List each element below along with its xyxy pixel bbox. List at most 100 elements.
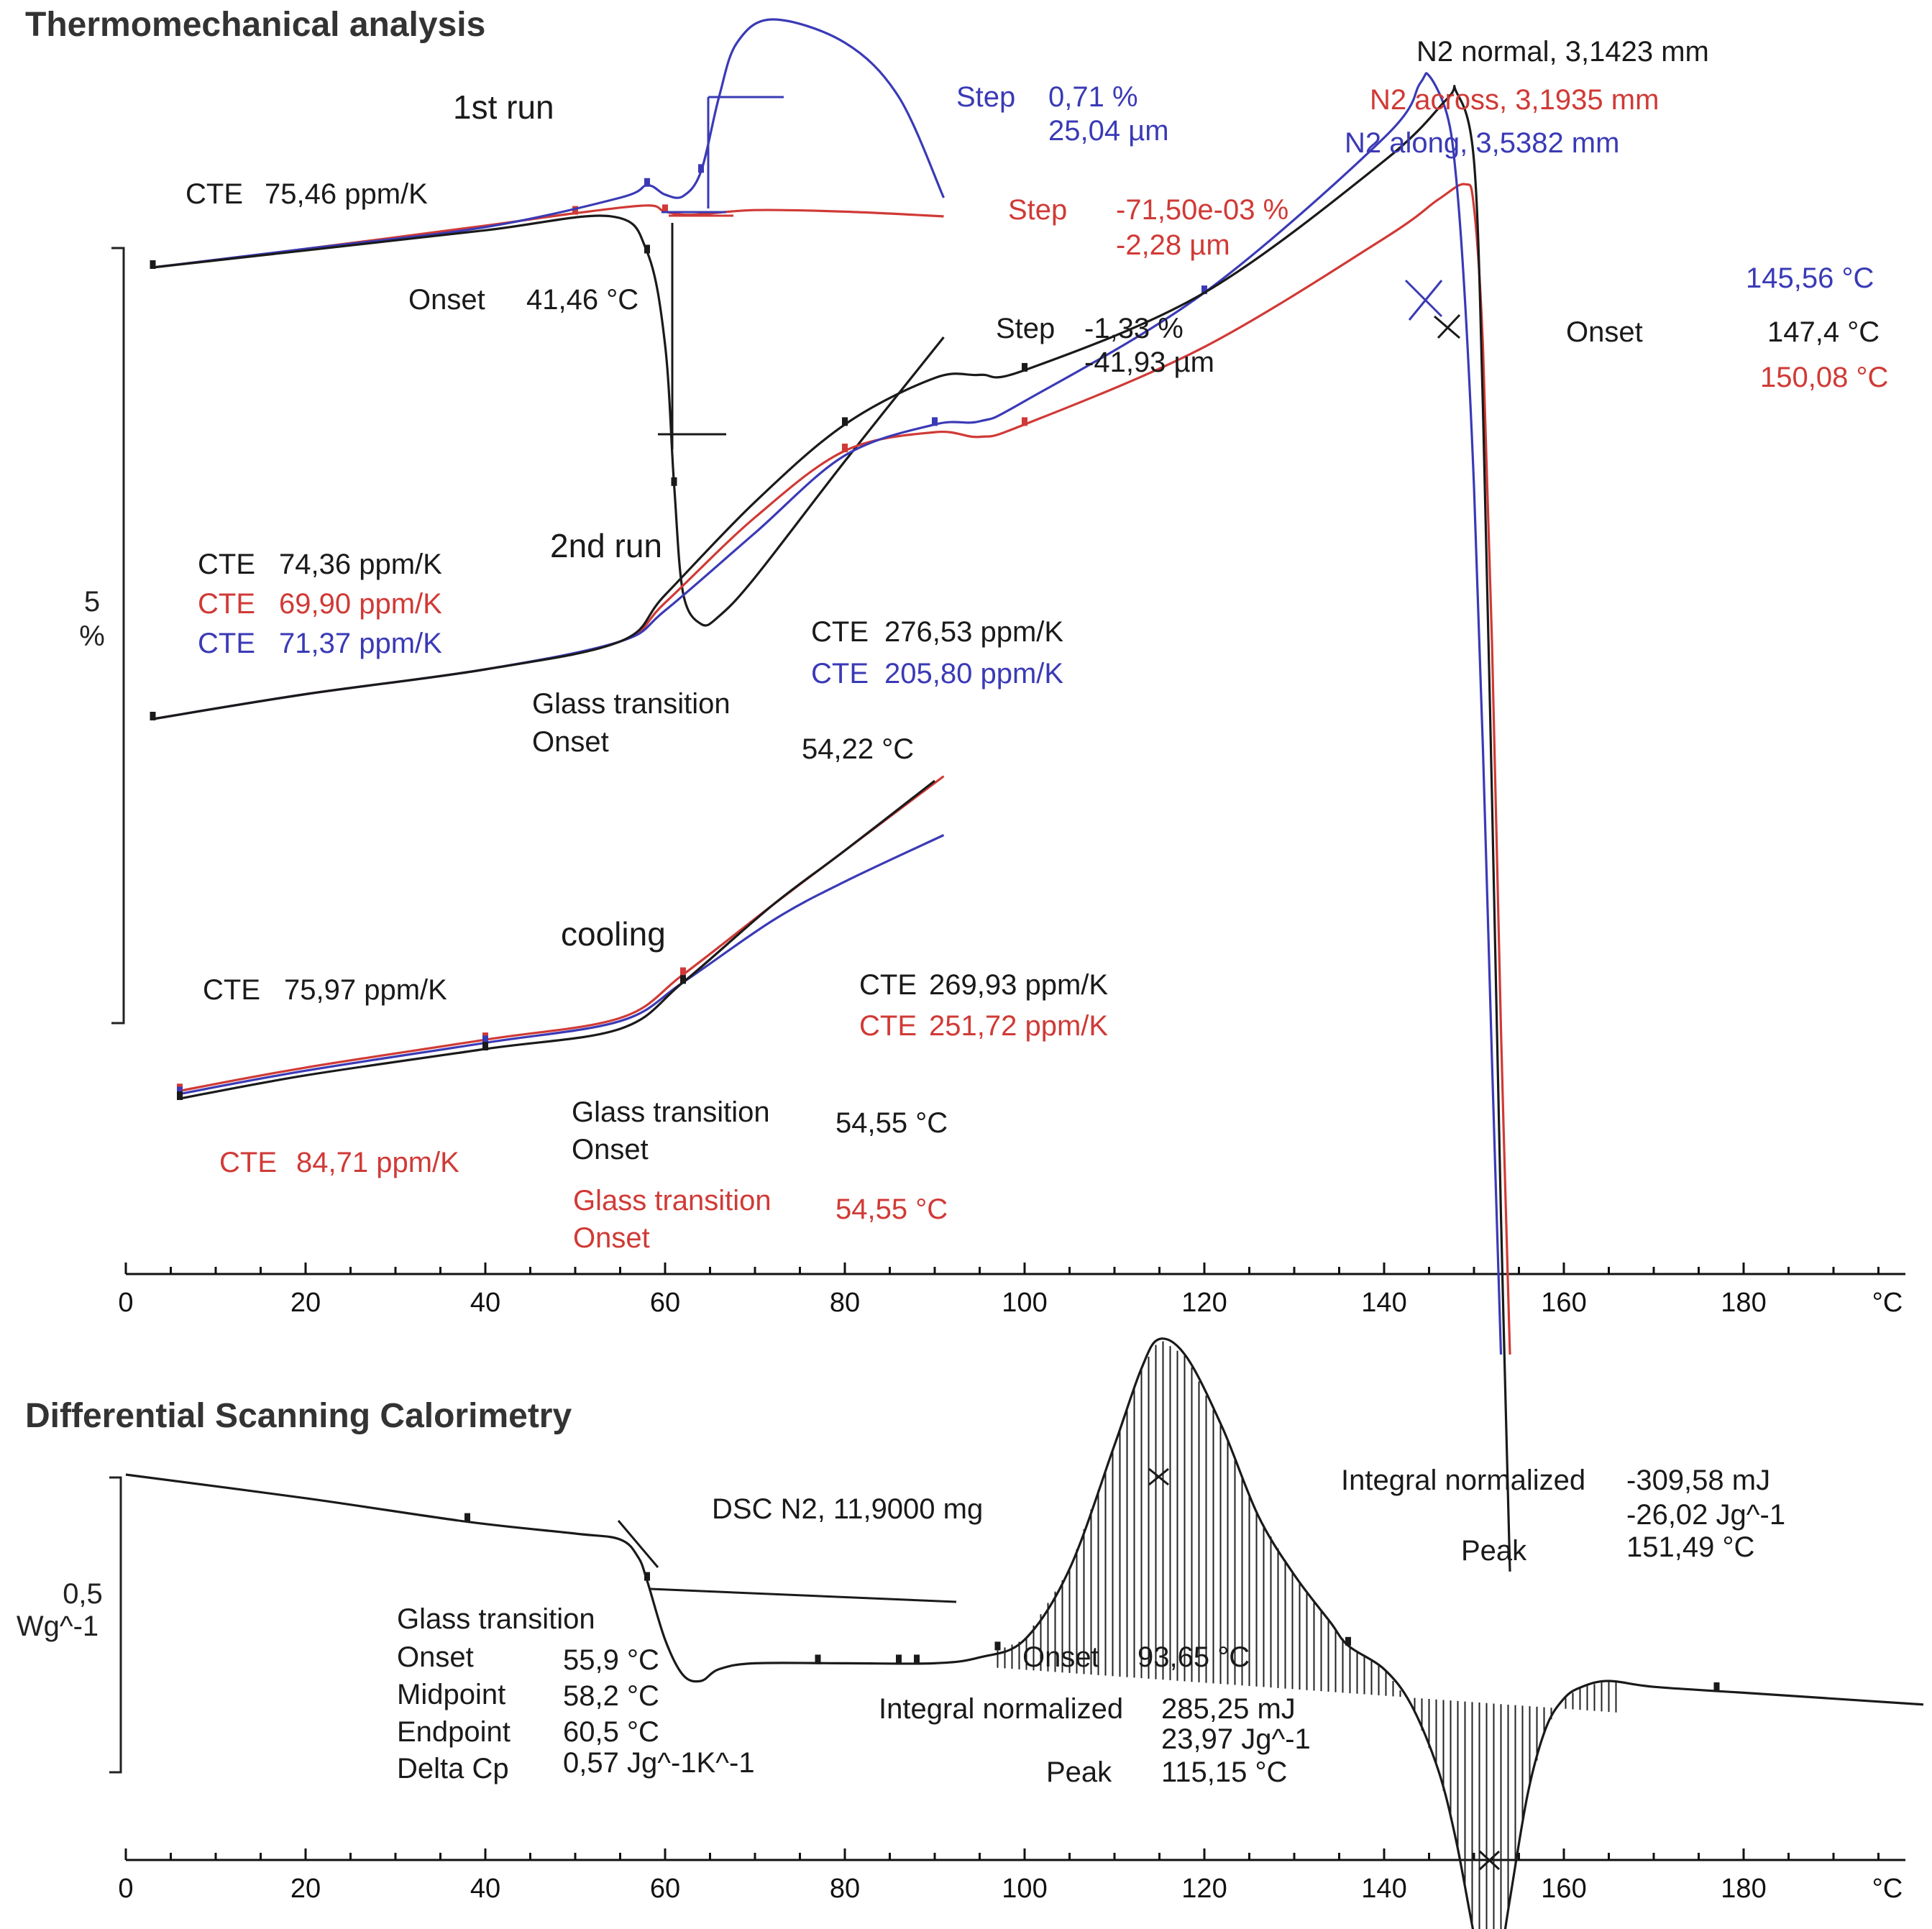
dsc-x-axis: 0 20 40 60 80 100 120 140 160 180 °C xyxy=(118,1848,1905,1904)
dsc-tick-label: 0 xyxy=(118,1874,133,1904)
dsc-exo-integral-label: Integral normalized xyxy=(879,1693,1123,1725)
dsc-title: Differential Scanning Calorimetry xyxy=(25,1397,572,1435)
dsc-marker xyxy=(644,1572,650,1581)
dsc-exo-peak-value: 115,15 °C xyxy=(1161,1756,1287,1788)
tma-cooling-normal-line xyxy=(179,779,935,1100)
dsc-exo-onset-label: Onset xyxy=(1022,1641,1099,1673)
run1-step-blue-value2: 25,04 µm xyxy=(1048,115,1169,147)
run2-cte-red: 69,90 ppm/K xyxy=(279,588,442,620)
dsc-midpoint-label: Midpoint xyxy=(397,1679,505,1710)
segment-label-2nd-run: 2nd run xyxy=(550,527,662,564)
tma-cooling-along-line xyxy=(179,834,945,1096)
run1-step-red-label: Step xyxy=(1008,194,1067,226)
dsc-marker xyxy=(815,1654,821,1664)
dsc-endo-integral-label: Integral normalized xyxy=(1341,1465,1585,1496)
cooling-cte-black: 75,97 ppm/K xyxy=(284,974,447,1006)
tma-1st-run-normal-marker xyxy=(644,244,650,254)
tma-tick-label: 160 xyxy=(1541,1288,1586,1318)
dsc-marker xyxy=(1345,1636,1351,1646)
run1-cte-label: CTE xyxy=(186,178,243,210)
tma-scale-bar xyxy=(111,247,125,1025)
tma-2nd-run-across-marker xyxy=(1022,417,1027,426)
run2-cte-high-black: 276,53 ppm/K xyxy=(884,616,1063,648)
cooling-glass-black-value: 54,55 °C xyxy=(835,1107,948,1139)
dsc-scale-bar xyxy=(109,1476,122,1774)
dsc-exo-peak-label: Peak xyxy=(1046,1756,1112,1788)
dsc-tick-label: 180 xyxy=(1721,1874,1766,1904)
run2-cte-high-blue: 205,80 ppm/K xyxy=(884,658,1063,689)
run2-glass-label: Glass transition xyxy=(532,688,731,720)
tma-1st-run-normal-marker xyxy=(671,477,677,486)
dsc-marker xyxy=(464,1513,470,1522)
dsc-endo-integral-value1: -309,58 mJ xyxy=(1626,1465,1770,1496)
dsc-exo-integral-value1: 285,25 mJ xyxy=(1161,1693,1296,1725)
dsc-line xyxy=(125,1337,1924,1929)
tma-1st-run-across-marker xyxy=(572,206,578,215)
tma-cooling-normal-marker xyxy=(482,1042,488,1051)
dsc-tick-label: 160 xyxy=(1541,1874,1586,1904)
run2-cte-blue: 71,37 ppm/K xyxy=(279,628,442,659)
dsc-tick-label: 120 xyxy=(1181,1874,1227,1904)
run2-peak-blue: 145,56 °C xyxy=(1746,262,1874,294)
tma-cooling-along-marker xyxy=(482,1035,488,1045)
dsc-endo-integral-value2: -26,02 Jg^-1 xyxy=(1626,1499,1785,1531)
run1-step-black-label: Step xyxy=(996,313,1055,344)
tma-x-axis: 0 20 40 60 80 100 120 140 160 180 °C xyxy=(118,1263,1905,1318)
dsc-marker xyxy=(1713,1682,1720,1691)
tma-tick-label: 60 xyxy=(650,1288,680,1318)
run2-peak-red: 150,08 °C xyxy=(1760,362,1888,393)
segment-label-1st-run: 1st run xyxy=(453,88,554,126)
run1-cte-value: 75,46 ppm/K xyxy=(265,178,428,210)
dsc-panel: Differential Scanning Calorimetry 0,5 Wg… xyxy=(17,1337,1924,1929)
peak-cross-blue xyxy=(1404,279,1443,321)
tma-1st-run-along-marker xyxy=(698,164,704,173)
tma-tick-label: 20 xyxy=(290,1288,321,1318)
dsc-tick-label: 40 xyxy=(470,1874,500,1904)
tma-curves xyxy=(150,18,1511,1572)
dsc-deltacp-value: 0,57 Jg^-1K^-1 xyxy=(563,1747,755,1779)
tma-cooling-normal-marker xyxy=(177,1091,183,1100)
tma-tick-label: 80 xyxy=(830,1288,860,1318)
tma-tick-label: 100 xyxy=(1002,1288,1047,1318)
tma-cooling-across-marker xyxy=(680,967,686,976)
dsc-peak-hatching xyxy=(997,1341,1617,1929)
run2-onset-label: Onset xyxy=(532,726,609,758)
segment-label-cooling: cooling xyxy=(561,915,666,953)
cooling-onset-red-label: Onset xyxy=(573,1222,650,1254)
tma-2nd-run-normal-marker xyxy=(842,417,848,426)
legend-along: N2 along, 3,5382 mm xyxy=(1345,127,1619,159)
run1-step-red-value2: -2,28 µm xyxy=(1116,229,1230,261)
tma-cooling-normal-marker xyxy=(680,975,686,984)
dsc-exo-integral-value2: 23,97 Jg^-1 xyxy=(1161,1723,1311,1755)
tma-2nd-run-normal-marker xyxy=(1022,362,1027,372)
dsc-endo-peak-value: 151,49 °C xyxy=(1626,1531,1754,1563)
run1-step-red-value1: -71,50e-03 % xyxy=(1116,194,1288,226)
step-tangent-black xyxy=(658,223,726,449)
tma-1st-run-across-marker xyxy=(662,204,668,214)
cooling-cte-high-label-red: CTE xyxy=(859,1010,917,1042)
run1-onset-label: Onset xyxy=(408,284,485,316)
step-tangent-blue xyxy=(707,96,784,209)
cooling-cte-label-red-low: CTE xyxy=(219,1147,277,1178)
dsc-midpoint-value: 58,2 °C xyxy=(563,1680,659,1712)
dsc-deltacp-label: Delta Cp xyxy=(397,1753,509,1784)
exo-peak-cross xyxy=(1148,1467,1169,1486)
dsc-onset-label: Onset xyxy=(397,1641,474,1673)
legend-normal: N2 normal, 3,1423 mm xyxy=(1416,36,1709,68)
tma-tick-label: 120 xyxy=(1181,1288,1227,1318)
tma-2nd-run-along-marker xyxy=(932,417,938,426)
dsc-glass-label: Glass transition xyxy=(397,1603,595,1635)
tma-tick-label: 0 xyxy=(118,1288,133,1318)
dsc-tick-label: 60 xyxy=(650,1874,680,1904)
dsc-tick-label: 140 xyxy=(1361,1874,1406,1904)
run1-onset-value: 41,46 °C xyxy=(526,284,638,316)
tma-scale-value: 5 xyxy=(84,586,100,618)
dsc-tick-label: 100 xyxy=(1002,1874,1047,1904)
run2-glass-value: 54,22 °C xyxy=(802,733,914,765)
cooling-glass-red-label: Glass transition xyxy=(573,1185,772,1216)
tma-2nd-run-normal-line xyxy=(152,85,1511,1572)
dsc-tick-label: °C xyxy=(1872,1874,1903,1904)
dsc-baselines xyxy=(617,1467,1501,1871)
cooling-cte-label-black: CTE xyxy=(203,974,260,1006)
run2-cte-black: 74,36 ppm/K xyxy=(279,549,442,580)
